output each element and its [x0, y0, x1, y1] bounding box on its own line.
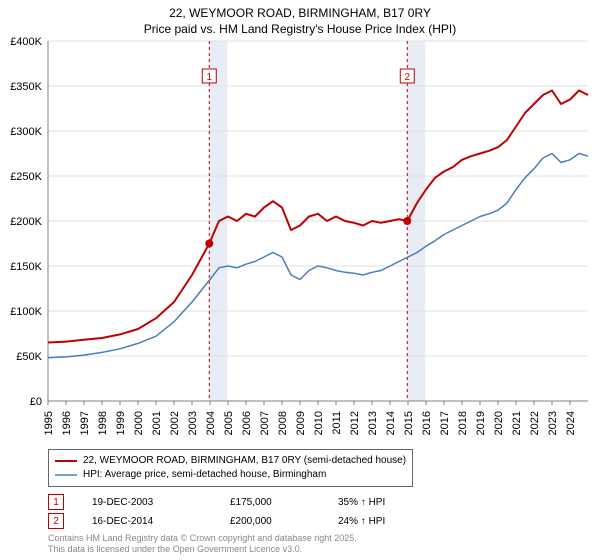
attribution-line: This data is licensed under the Open Gov…	[48, 544, 592, 555]
svg-text:£350K: £350K	[10, 81, 42, 93]
svg-text:2: 2	[404, 72, 410, 83]
sale-hpi-delta: 24% ↑ HPI	[338, 516, 385, 527]
line-chart: £0 £50K £100K £150K £200K £250K £300K £350K £400…	[0, 37, 600, 447]
svg-text:1996: 1996	[61, 411, 73, 435]
chart-titles: 22, WEYMOOR ROAD, BIRMINGHAM, B17 0RY Pr…	[0, 0, 600, 37]
svg-text:£300K: £300K	[10, 126, 42, 138]
svg-text:2011: 2011	[331, 411, 343, 435]
svg-text:1995: 1995	[43, 411, 55, 435]
svg-text:2021: 2021	[511, 411, 523, 435]
svg-text:2002: 2002	[169, 411, 181, 435]
svg-text:2018: 2018	[457, 411, 469, 435]
svg-text:£400K: £400K	[10, 37, 42, 48]
sale-marker-icon: 2	[48, 513, 64, 529]
sale-row-1: 1 19-DEC-2003 £175,000 35% ↑ HPI	[48, 494, 592, 510]
svg-text:2023: 2023	[547, 411, 559, 435]
sale-price: £175,000	[230, 497, 310, 508]
svg-text:2008: 2008	[277, 411, 289, 435]
svg-text:2012: 2012	[349, 411, 361, 435]
svg-text:£50K: £50K	[16, 351, 42, 363]
legend-item-hpi: HPI: Average price, semi-detached house,…	[55, 468, 406, 482]
attribution: Contains HM Land Registry data © Crown c…	[48, 533, 592, 555]
svg-text:2024: 2024	[565, 411, 577, 435]
svg-text:1: 1	[206, 72, 212, 83]
sale-date: 16-DEC-2014	[92, 516, 202, 527]
svg-text:1997: 1997	[79, 411, 91, 435]
svg-text:£100K: £100K	[10, 306, 42, 318]
legend-label: HPI: Average price, semi-detached house,…	[83, 468, 326, 482]
svg-text:2014: 2014	[385, 411, 397, 435]
svg-text:2001: 2001	[151, 411, 163, 435]
legend-label: 22, WEYMOOR ROAD, BIRMINGHAM, B17 0RY (s…	[83, 454, 406, 468]
svg-text:2010: 2010	[313, 411, 325, 435]
svg-text:2017: 2017	[439, 411, 451, 435]
svg-text:2022: 2022	[529, 411, 541, 435]
svg-text:2000: 2000	[133, 411, 145, 435]
svg-text:2013: 2013	[367, 411, 379, 435]
svg-text:2009: 2009	[295, 411, 307, 435]
svg-text:£0: £0	[30, 396, 42, 408]
sale-marker-icon: 1	[48, 494, 64, 510]
chart-area: £0 £50K £100K £150K £200K £250K £300K £350K £400…	[0, 37, 600, 447]
svg-text:1998: 1998	[97, 411, 109, 435]
legend-box: 22, WEYMOOR ROAD, BIRMINGHAM, B17 0RY (s…	[48, 449, 413, 487]
svg-text:1999: 1999	[115, 411, 127, 435]
sale-row-2: 2 16-DEC-2014 £200,000 24% ↑ HPI	[48, 513, 592, 529]
svg-text:£250K: £250K	[10, 171, 42, 183]
svg-text:2016: 2016	[421, 411, 433, 435]
title-subtitle: Price paid vs. HM Land Registry's House …	[0, 22, 600, 38]
svg-text:2007: 2007	[259, 411, 271, 435]
svg-text:2003: 2003	[187, 411, 199, 435]
svg-text:2005: 2005	[223, 411, 235, 435]
svg-text:2019: 2019	[475, 411, 487, 435]
attribution-line: Contains HM Land Registry data © Crown c…	[48, 533, 592, 544]
sale-date: 19-DEC-2003	[92, 497, 202, 508]
svg-text:2020: 2020	[493, 411, 505, 435]
svg-text:£200K: £200K	[10, 216, 42, 228]
svg-text:£150K: £150K	[10, 261, 42, 273]
title-address: 22, WEYMOOR ROAD, BIRMINGHAM, B17 0RY	[0, 6, 600, 22]
svg-text:2006: 2006	[241, 411, 253, 435]
sale-price: £200,000	[230, 516, 310, 527]
svg-text:2004: 2004	[205, 411, 217, 435]
chart-footer: 22, WEYMOOR ROAD, BIRMINGHAM, B17 0RY (s…	[0, 447, 600, 555]
sale-hpi-delta: 35% ↑ HPI	[338, 497, 385, 508]
svg-text:2015: 2015	[403, 411, 415, 435]
legend-item-price-paid: 22, WEYMOOR ROAD, BIRMINGHAM, B17 0RY (s…	[55, 454, 406, 468]
